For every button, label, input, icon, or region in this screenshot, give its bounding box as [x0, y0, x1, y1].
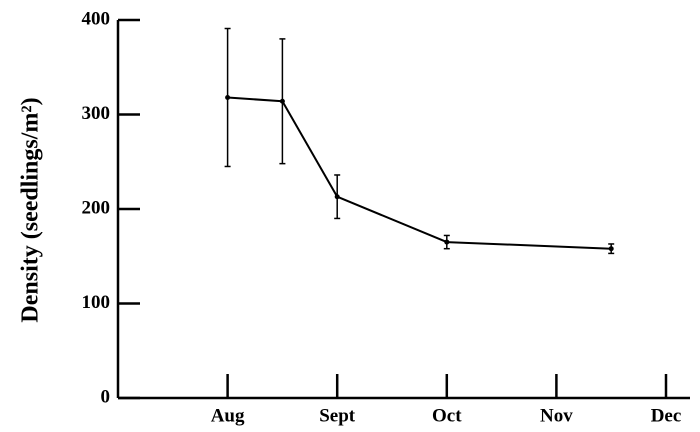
x-tick-label: Sept	[319, 405, 356, 426]
x-tick-label: Nov	[540, 405, 573, 426]
x-tick-label: Dec	[651, 405, 682, 426]
point	[279, 98, 285, 104]
y-tick-label: 300	[82, 103, 111, 124]
y-axis-label: Density (seedlings/m²)	[18, 97, 44, 322]
line-segment	[281, 100, 339, 198]
point	[334, 194, 340, 200]
x-tick-label: Oct	[432, 405, 462, 426]
y-tick-label: 200	[82, 197, 111, 218]
y-tick-label: 0	[101, 386, 111, 407]
point	[608, 246, 614, 252]
line-segment	[227, 96, 283, 103]
x-tick-label: Aug	[211, 405, 245, 426]
point	[225, 94, 231, 100]
line-segment	[336, 195, 448, 243]
point	[444, 239, 450, 245]
y-tick-label: 100	[82, 292, 111, 313]
y-tick-label: 400	[82, 8, 111, 29]
line-segment	[446, 241, 612, 250]
